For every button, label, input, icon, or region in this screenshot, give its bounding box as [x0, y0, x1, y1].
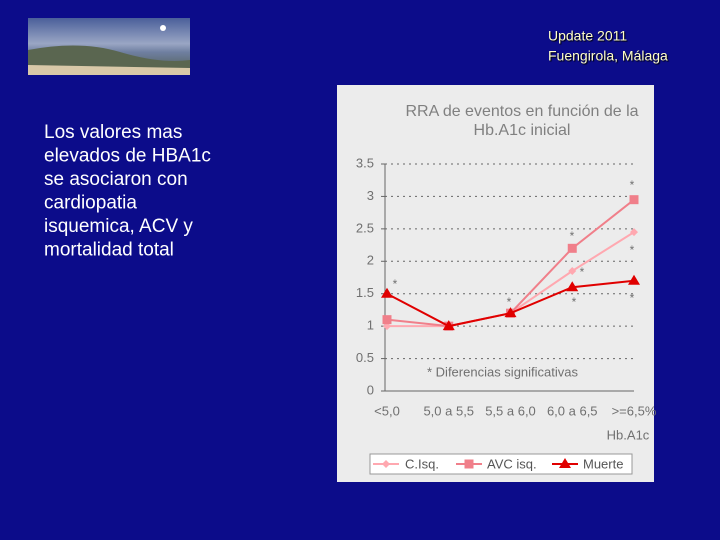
header-line: Fuengirola, Málaga: [548, 48, 668, 64]
x-axis-label: Hb.A1c: [607, 427, 650, 442]
significance-mark: *: [507, 295, 512, 309]
data-point: [381, 287, 393, 298]
data-point: [630, 228, 638, 237]
significance-mark: *: [630, 243, 635, 257]
legend-marker: [559, 458, 571, 468]
annotation: * Diferencias significativas: [427, 364, 579, 379]
body-line: mortalidad total: [44, 240, 174, 261]
legend-marker: [464, 459, 474, 469]
legend-label: Muerte: [583, 456, 623, 471]
x-tick-label: 5,5 a 6,0: [485, 403, 536, 418]
legend-marker: [382, 460, 390, 468]
data-point: [628, 274, 640, 285]
body-line: se asociaron con: [44, 169, 188, 190]
significance-mark: *: [630, 291, 635, 305]
photo: [28, 18, 190, 75]
x-tick-label: <5,0: [374, 403, 400, 418]
significance-mark: *: [630, 178, 635, 192]
y-tick-label: 3.5: [356, 155, 374, 170]
y-tick-label: 1: [367, 318, 374, 333]
significance-mark: *: [572, 295, 577, 309]
y-tick-label: 2: [367, 253, 374, 268]
legend-label: C.Isq.: [405, 456, 439, 471]
significance-mark: *: [393, 277, 398, 291]
data-point: [568, 267, 577, 276]
y-tick-label: 1.5: [356, 285, 374, 300]
body-line: Los valores mas: [44, 122, 182, 143]
data-point: [504, 307, 517, 318]
body-line: isquemica, ACV y: [44, 216, 193, 237]
body-line: cardiopatia: [44, 193, 137, 214]
significance-mark: *: [580, 265, 585, 279]
data-point: [442, 320, 455, 331]
chart-title: RRA de eventos en función de la: [405, 103, 638, 120]
data-point: [629, 195, 639, 205]
y-tick-label: 0: [367, 382, 374, 397]
chart-title: Hb.A1c inicial: [474, 122, 571, 139]
header-line: Update 2011: [548, 28, 627, 44]
x-tick-label: 6,0 a 6,5: [547, 403, 598, 418]
legend-box: [369, 453, 633, 475]
data-point: [382, 315, 392, 325]
legend-label: AVC isq.: [487, 456, 537, 471]
y-tick-label: 0.5: [356, 350, 374, 365]
y-tick-label: 3: [367, 188, 374, 203]
x-tick-label: 5,0 a 5,5: [423, 403, 474, 418]
body-line: elevados de HBA1c: [44, 146, 211, 167]
y-tick-label: 2.5: [356, 220, 374, 235]
x-tick-label: >=6,5%: [612, 403, 657, 418]
data-point: [566, 281, 579, 292]
data-point: [567, 243, 577, 253]
significance-mark: *: [570, 229, 575, 243]
